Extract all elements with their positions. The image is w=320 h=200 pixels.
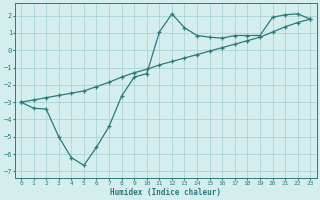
X-axis label: Humidex (Indice chaleur): Humidex (Indice chaleur) [110,188,221,197]
